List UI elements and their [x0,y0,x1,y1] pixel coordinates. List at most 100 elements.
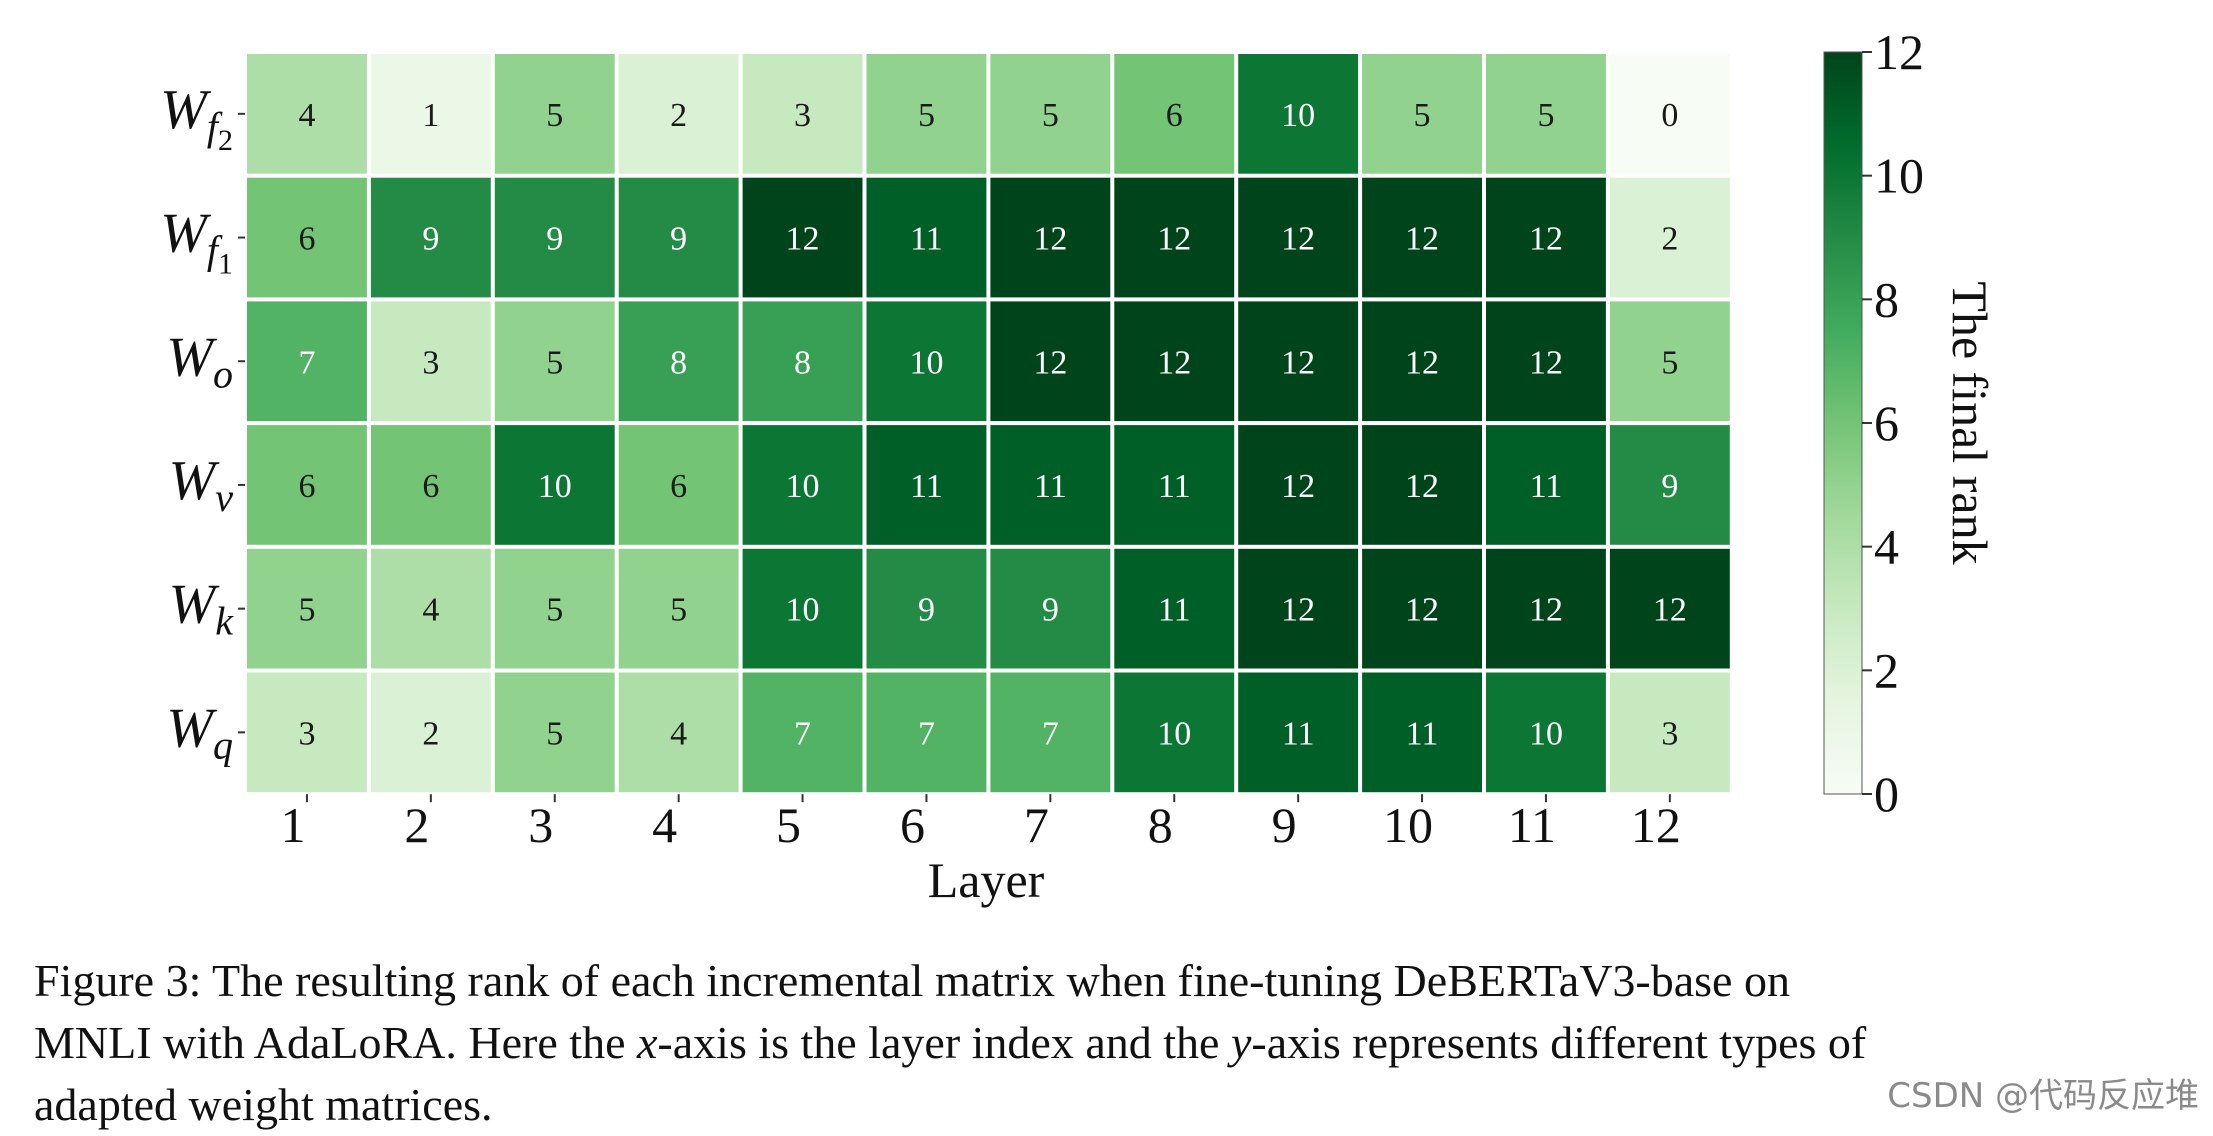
cell-value-label: 12 [1405,468,1439,505]
cell-value-label: 3 [422,344,439,381]
y-tick-label: Wo [166,326,233,396]
cell-value-label: 8 [670,344,687,381]
heatmap-cell [1362,672,1482,793]
heatmap-cell [1486,54,1606,174]
x-tick-label: 9 [1272,797,1297,853]
colorbar-label: The final rank [1942,281,1998,564]
heatmap-cell [1362,54,1482,174]
caption-line-2-part-c: -axis represents different types of [1251,1017,1867,1068]
cell-value-label: 11 [1158,468,1191,505]
heatmap-cell [1238,177,1359,298]
cell-value-label: 10 [909,344,943,381]
heatmap-cell [742,425,863,545]
x-tick-label: 4 [652,797,677,853]
colorbar-tick-label: 12 [1874,24,1924,80]
heatmap-cell [866,177,987,298]
cell-value-label: 12 [1281,468,1315,505]
cell-value-label: 1 [422,97,439,134]
caption-line-2: MNLI with AdaLoRA. Here the x-axis is th… [34,1012,2213,1074]
cell-value-label: 4 [422,592,439,629]
x-tick-label: 6 [900,797,925,853]
colorbar-ticks: 0 2 4 6 8 10 12 [1862,24,1924,822]
heatmap-cell [990,177,1111,298]
cell-value-label: 7 [918,715,935,752]
colorbar-tick-label: 6 [1874,395,1899,451]
cell-value-label: 7 [298,344,315,381]
heatmap-cell [1238,672,1359,793]
heatmap-cell [618,177,739,298]
cell-value-label: 2 [422,715,439,752]
heatmap-cell [866,548,987,669]
colorbar-tick-label: 8 [1874,271,1899,327]
cell-value-label: 10 [1529,715,1563,752]
heatmap-cell [866,54,987,174]
figure-caption: Figure 3: The resulting rank of each inc… [34,950,2213,1136]
cell-value-label: 9 [1661,468,1678,505]
cell-value-label: 10 [1157,715,1191,752]
heatmap-cell [370,425,491,545]
heatmap-cell [1609,301,1730,422]
cell-value-label: 9 [1042,592,1059,629]
cell-value-label: 6 [298,468,315,505]
x-tick-label: 7 [1024,797,1049,853]
heatmap-cell [1114,672,1235,793]
cell-value-label: 12 [1281,592,1315,629]
cell-value-label: 5 [546,715,563,752]
cell-value-label: 0 [1661,97,1678,134]
heatmap-cell [1114,54,1235,174]
cell-value-label: 5 [546,344,563,381]
heatmap-cell [990,301,1111,422]
heatmap-cell [990,54,1111,174]
cell-value-label: 5 [1661,344,1678,381]
x-tick-label: 11 [1508,797,1556,853]
heatmap-cell [1609,548,1730,669]
heatmap-cell [247,425,367,545]
heatmap-cell [990,548,1111,669]
cell-value-label: 12 [1529,344,1563,381]
y-tick-label: Wk [169,574,235,644]
heatmap-cell [1362,177,1482,298]
heatmap-cell [618,548,739,669]
cell-value-label: 12 [1529,592,1563,629]
cell-value-label: 11 [910,221,943,258]
cell-value-label: 11 [1282,715,1315,752]
cell-value-label: 5 [918,97,935,134]
heatmap-cell [1114,301,1235,422]
cell-value-label: 10 [1281,97,1315,134]
colorbar-gradient [1823,51,1863,795]
cell-value-label: 12 [1405,221,1439,258]
cell-value-label: 7 [794,715,811,752]
x-axis: 1 2 3 4 5 6 7 8 9 10 11 12 [280,794,1681,853]
heatmap-cell [1609,177,1730,298]
caption-x-symbol: x [637,1017,658,1068]
heatmap-cell [494,548,615,669]
heatmap-cell [1362,301,1482,422]
heatmap-cell [1238,301,1359,422]
heatmap-cell [1362,425,1482,545]
cell-value-label: 5 [1414,97,1431,134]
heatmap-cell [494,425,615,545]
cell-value-label: 5 [546,592,563,629]
cell-value-label: 2 [670,97,687,134]
cell-value-label: 10 [786,468,820,505]
cell-value-label: 4 [298,97,315,134]
cell-value-label: 6 [670,468,687,505]
cell-value-label: 10 [538,468,572,505]
colorbar-tick-label: 2 [1874,642,1899,698]
x-tick-label: 8 [1148,797,1173,853]
heatmap-cell [370,672,491,793]
caption-y-symbol: y [1230,1017,1252,1068]
cell-value-label: 4 [670,715,687,752]
y-tick-label: Wf1 [160,203,233,281]
cell-value-label: 12 [1033,344,1067,381]
heatmap-cell [494,54,615,174]
heatmap-cell [370,54,491,174]
cell-value-label: 9 [422,221,439,258]
watermark: CSDN @代码反应堆 [1887,1076,2199,1116]
cell-value-label: 5 [1042,97,1059,134]
y-tick-label: Wv [169,450,234,520]
cell-value-label: 9 [670,221,687,258]
heatmap-cell [494,301,615,422]
heatmap-cell [618,54,739,174]
heatmap-cell [494,177,615,298]
